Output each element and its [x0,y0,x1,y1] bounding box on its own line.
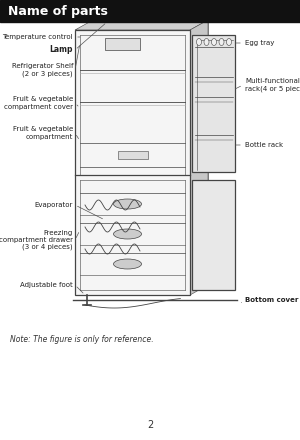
Text: Adjustable foot: Adjustable foot [20,282,73,288]
Bar [118,151,148,159]
Text: Lamp: Lamp [50,45,73,55]
Bar [75,30,190,295]
Ellipse shape [226,38,232,45]
Text: Refrigerator Shelf
(2 or 3 pieces): Refrigerator Shelf (2 or 3 pieces) [11,63,73,77]
Ellipse shape [196,38,202,45]
Text: Note: The figure is only for reference.: Note: The figure is only for reference. [10,335,154,344]
Bar [192,35,235,172]
Text: Name of parts: Name of parts [8,4,108,18]
Text: Egg tray: Egg tray [245,40,274,46]
Text: Evaporator: Evaporator [34,202,73,208]
Polygon shape [190,20,208,295]
Text: Bottle rack: Bottle rack [245,142,283,148]
Text: Freezing
compartment drawer
(3 or 4 pieces): Freezing compartment drawer (3 or 4 piec… [0,230,73,250]
Text: Temperature control: Temperature control [2,34,73,40]
Ellipse shape [113,199,142,209]
Text: Fruit & vegetable
compartment cover: Fruit & vegetable compartment cover [4,96,73,110]
Ellipse shape [113,259,142,269]
Ellipse shape [113,229,142,239]
Ellipse shape [204,38,209,45]
Text: Multi-functional
rack(4 or 5 pieces): Multi-functional rack(4 or 5 pieces) [245,78,300,92]
Text: 2: 2 [147,420,153,430]
Bar [105,38,140,50]
Bar [93,20,208,285]
Bar [192,180,235,290]
Polygon shape [75,20,208,30]
Bar [0,0,300,22]
Ellipse shape [212,38,217,45]
Ellipse shape [219,38,224,45]
Text: Bottom cover: Bottom cover [245,297,298,303]
Text: Fruit & vegetable
compartment: Fruit & vegetable compartment [13,126,73,139]
